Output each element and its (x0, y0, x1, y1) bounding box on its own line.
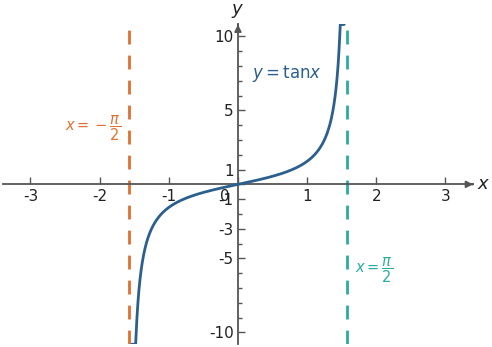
Text: $y$: $y$ (231, 2, 245, 20)
Text: $x$: $x$ (477, 175, 490, 193)
Text: 0: 0 (220, 189, 230, 204)
Text: $x = \dfrac{\pi}{2}$: $x = \dfrac{\pi}{2}$ (355, 255, 393, 285)
Text: $x = -\dfrac{\pi}{2}$: $x = -\dfrac{\pi}{2}$ (65, 113, 121, 143)
Text: $y = \mathrm{tan}x$: $y = \mathrm{tan}x$ (252, 63, 322, 84)
